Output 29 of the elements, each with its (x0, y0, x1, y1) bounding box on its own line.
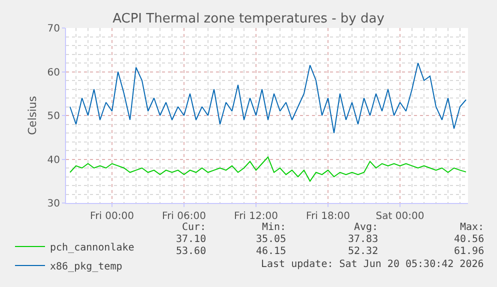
x-tick-label: Fri 00:00 (90, 211, 134, 222)
y-tick-label: 70 (47, 24, 60, 34)
text: 35.05 (256, 234, 286, 245)
line-series (70, 156, 466, 182)
text: 37.10 (176, 234, 206, 245)
text: 52.32 (348, 246, 378, 257)
text: 61.96 (454, 246, 484, 257)
text: Max: (460, 222, 484, 233)
text: Avg: (354, 222, 378, 233)
x-tick-label: Fri 18:00 (306, 211, 350, 222)
y-axis-title: Celsius (26, 96, 39, 135)
y-tick-label: 60 (47, 67, 60, 78)
text: 37.83 (348, 234, 378, 245)
line-series (70, 62, 466, 134)
y-tick-label: 40 (47, 154, 60, 166)
text: 53.60 (176, 246, 206, 257)
x-tick-label: Sat 00:00 (376, 211, 424, 222)
chart-title: ACPI Thermal zone temperatures - by day (112, 12, 385, 27)
text: 46.15 (256, 246, 286, 257)
y-tick-label: 30 (47, 198, 60, 210)
text: 40.56 (454, 234, 484, 245)
text: Last update: Sat Jun 20 05:30:42 2026 (261, 259, 484, 270)
y-tick-label: 50 (47, 111, 60, 122)
legend-label: pch_cannonlake (50, 242, 134, 254)
x-tick-label: Fri 06:00 (162, 211, 206, 222)
text: Min: (262, 222, 286, 233)
x-tick-label: Fri 12:00 (234, 211, 278, 222)
text: Cur: (182, 222, 206, 233)
legend-label: x86_pkg_temp (50, 261, 122, 272)
